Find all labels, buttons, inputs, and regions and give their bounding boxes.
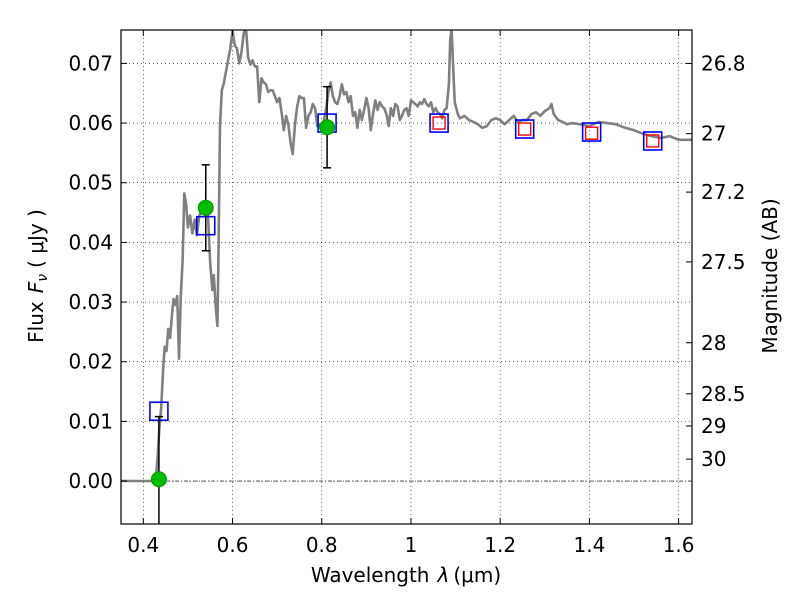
mag-tick-label: 28 (701, 331, 726, 355)
model-band-square (642, 131, 663, 151)
observed-flux-point (319, 119, 336, 136)
predicted-band-square (646, 134, 660, 148)
observed-flux-point (150, 471, 167, 488)
x-tick-label: 1.6 (663, 533, 695, 557)
x-tick-label: 0.6 (217, 533, 249, 557)
x-tick-label: 1.2 (484, 533, 516, 557)
mag-tick-label: 30 (701, 447, 726, 471)
x-axis-label: Wavelength λ (μm) (311, 563, 501, 587)
y-tick-label: 0.03 (68, 290, 113, 314)
y-tick-label: 0.04 (68, 230, 113, 254)
y-tick-label: 0.06 (68, 111, 113, 135)
x-tick-label: 0.4 (127, 533, 159, 557)
x-tick-label: 1.4 (573, 533, 605, 557)
y-axis-label: Flux Fν ( μJy ) (24, 209, 51, 343)
predicted-band-square (584, 126, 599, 140)
ticks: 0.4 0.6 0.8 1 1.2 1.4 1.6 0.00 0.01 0.02 0.03 0.04 0… (68, 30, 746, 557)
y-tick-label: 0.01 (68, 409, 113, 433)
y-axis-label-unit: ( μJy ) (24, 209, 48, 268)
observed-flux-point (197, 199, 214, 216)
predicted-band-square (432, 116, 446, 130)
mag-tick-label: 28.5 (701, 382, 746, 406)
series-layer (121, 30, 692, 483)
mag-tick-label: 27.5 (701, 250, 746, 274)
y2-axis-label: Magnitude (AB) (758, 198, 782, 353)
mag-tick-label: 27.2 (701, 180, 746, 204)
predicted-band-square (518, 122, 532, 136)
y-tick-label: 0.05 (68, 171, 113, 195)
mag-tick-label: 29 (701, 414, 726, 438)
mag-tick-label: 26.8 (701, 51, 746, 75)
x-tick-label: 1 (405, 533, 418, 557)
model-sed-line (121, 30, 692, 483)
marker-layer (149, 85, 663, 524)
y-tick-label: 0.02 (68, 350, 113, 374)
x-axis-label-text: Wavelength (311, 563, 430, 587)
x-axis-label-unit: (μm) (453, 563, 501, 587)
model-band-square (429, 113, 449, 133)
model-band-square (514, 119, 535, 139)
model-band-square (581, 122, 602, 142)
y-axis-label-text: Flux (24, 301, 48, 343)
x-axis-label-symbol: λ (437, 563, 450, 587)
y-axis-label-symbol: F (24, 281, 48, 293)
x-tick-label: 0.8 (306, 533, 338, 557)
mag-tick-label: 27 (701, 122, 726, 146)
y-tick-label: 0.07 (68, 51, 113, 75)
plot-frame (120, 29, 693, 525)
y-axis-label-subscript: ν (35, 274, 51, 282)
y-tick-label: 0.00 (68, 469, 113, 493)
